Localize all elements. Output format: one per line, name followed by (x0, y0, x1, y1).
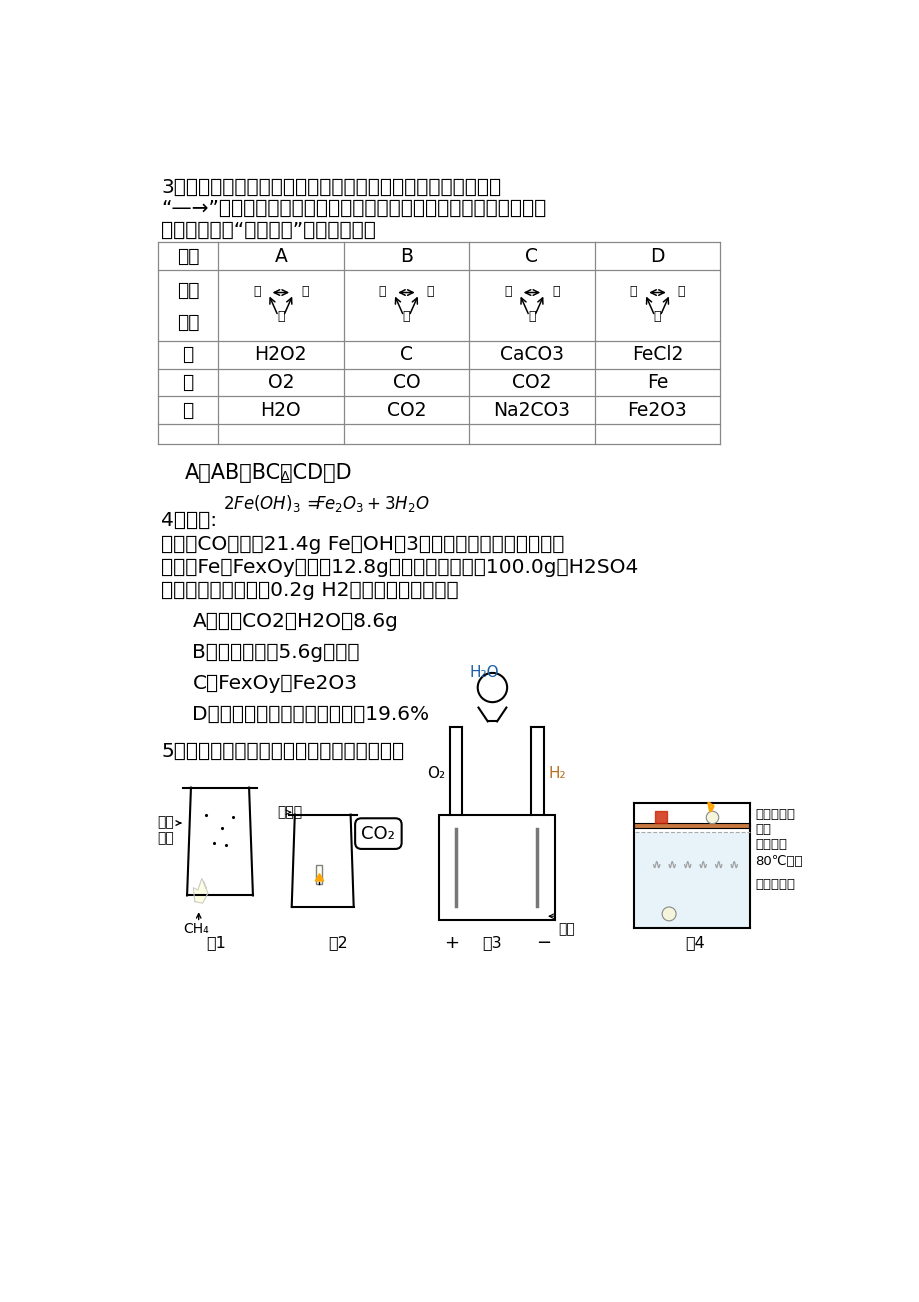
Text: B．混合物中含5.6g铁元素: B．混合物中含5.6g铁元素 (192, 643, 359, 661)
Text: 选项: 选项 (176, 247, 199, 266)
Text: O2: O2 (267, 374, 294, 392)
Text: 乙: 乙 (504, 285, 511, 298)
Text: 3．下列各组转化关系中的反应为初中化学常见的反应，其中的: 3．下列各组转化关系中的反应为初中化学常见的反应，其中的 (162, 178, 501, 197)
Text: 丙: 丙 (426, 285, 434, 298)
Circle shape (662, 907, 675, 921)
Text: 乙: 乙 (253, 285, 260, 298)
Bar (634, 833, 749, 927)
Text: CO2: CO2 (386, 401, 425, 419)
Text: Fe2O3: Fe2O3 (627, 401, 686, 419)
Bar (438, 815, 554, 921)
Text: 丙: 丙 (551, 285, 559, 298)
Polygon shape (193, 879, 208, 904)
Text: “—→”表示某种物质可一步反应生成另一种物质。甲、乙、丙三种物: “—→”表示某种物质可一步反应生成另一种物质。甲、乙、丙三种物 (162, 199, 546, 219)
Text: 丙: 丙 (301, 285, 308, 298)
Text: 甲: 甲 (528, 310, 535, 323)
Text: 甲: 甲 (182, 345, 193, 365)
Text: H2O: H2O (260, 401, 301, 419)
Text: A．AB．BC．CD．D: A．AB．BC．CD．D (185, 462, 352, 483)
Text: 80℃的水: 80℃的水 (754, 855, 802, 868)
Text: 铜片: 铜片 (754, 823, 770, 836)
Text: 白磷燃烧: 白磷燃烧 (754, 838, 787, 852)
Text: FeCl2: FeCl2 (631, 345, 683, 365)
Text: H₂: H₂ (548, 766, 565, 780)
Text: 4．已知:: 4．已知: (162, 510, 218, 530)
Text: 甲: 甲 (277, 310, 284, 323)
Text: Na2CO3: Na2CO3 (493, 401, 570, 419)
Text: Fe: Fe (646, 374, 667, 392)
Text: CO2: CO2 (512, 374, 551, 392)
Text: 乙: 乙 (182, 374, 193, 392)
Text: 红磷不燃烧: 红磷不燃烧 (754, 809, 794, 822)
Text: CH₄: CH₄ (183, 922, 209, 936)
Text: $=$: $=$ (302, 493, 320, 512)
Bar (633, 823, 750, 828)
Text: 丙: 丙 (677, 285, 685, 298)
Text: −: − (536, 934, 550, 952)
Text: $2Fe(OH)_3$: $2Fe(OH)_3$ (223, 493, 301, 514)
Text: 甲: 甲 (403, 310, 410, 323)
Text: H₂O: H₂O (470, 665, 499, 680)
Text: H2O2: H2O2 (255, 345, 307, 365)
Text: ，现将CO气体与21.4g Fe（OH）3在密闭容器中加热一段时间: ，现将CO气体与21.4g Fe（OH）3在密闭容器中加热一段时间 (162, 535, 564, 555)
Text: O₂: O₂ (426, 766, 445, 780)
Text: 关系: 关系 (176, 312, 199, 332)
Text: 乙: 乙 (379, 285, 386, 298)
Text: 乙: 乙 (630, 285, 637, 298)
Text: C: C (525, 247, 538, 266)
Text: 图2: 图2 (328, 935, 347, 950)
Text: C: C (400, 345, 413, 365)
Text: +: + (444, 934, 460, 952)
Text: D: D (650, 247, 664, 266)
Text: 后得到Fe、FexOy混合物12.8g，将此混合物溶于100.0g稀H2SO4: 后得到Fe、FexOy混合物12.8g，将此混合物溶于100.0g稀H2SO4 (162, 559, 638, 577)
Text: 图1: 图1 (206, 935, 225, 950)
Text: 图3: 图3 (482, 935, 502, 950)
Text: CO: CO (392, 374, 420, 392)
Text: 丙: 丙 (182, 401, 193, 419)
Text: 图4: 图4 (684, 935, 704, 950)
Text: A．生成CO2和H2O兲8.6g: A．生成CO2和H2O兲8.6g (192, 612, 398, 631)
Text: CO₂: CO₂ (361, 824, 395, 842)
Text: A: A (274, 247, 287, 266)
Text: 白磷不燃烧: 白磷不燃烧 (754, 879, 794, 892)
Text: 电极: 电极 (558, 922, 574, 936)
Text: 5．通过下列图示实验得出的结论中正确的是: 5．通过下列图示实验得出的结论中正确的是 (162, 741, 404, 760)
Text: 烧杯: 烧杯 (157, 831, 175, 845)
Text: $\Delta$: $\Delta$ (280, 470, 290, 483)
Text: 玻璃片: 玻璃片 (278, 806, 302, 819)
Text: 甲: 甲 (653, 310, 661, 323)
Text: C．FexOy为Fe2O3: C．FexOy为Fe2O3 (192, 673, 357, 693)
Text: 质不符合对应“转化关系”的是（　　）: 质不符合对应“转化关系”的是（ ） (162, 221, 376, 240)
Bar (315, 865, 322, 884)
Text: CaCO3: CaCO3 (499, 345, 563, 365)
Text: B: B (400, 247, 413, 266)
Text: 恰好完全反应，产生0.2g H2。下列说法正确的是: 恰好完全反应，产生0.2g H2。下列说法正确的是 (162, 581, 459, 600)
Text: $Fe_2O_3+3H_2O$: $Fe_2O_3+3H_2O$ (314, 493, 429, 513)
Text: 转化: 转化 (176, 281, 199, 299)
Text: 干冷: 干冷 (157, 815, 175, 829)
Text: D．该稀确酸溶质的质量分数为19.6%: D．该稀确酸溶质的质量分数为19.6% (192, 704, 429, 724)
